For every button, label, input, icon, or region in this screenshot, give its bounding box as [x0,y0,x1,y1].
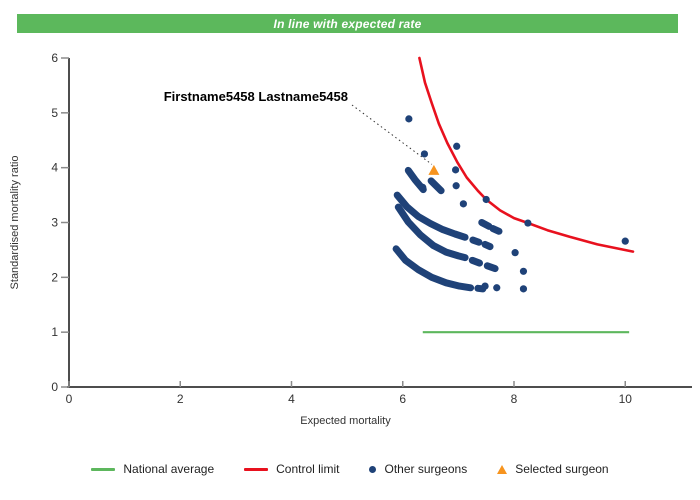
other-surgeon-point[interactable] [511,249,519,257]
y-axis-tick-label: 3 [51,216,58,230]
other-surgeons-dash[interactable] [427,177,445,195]
other-surgeons-dash[interactable] [489,225,503,235]
legend-label: Other surgeons [384,462,468,476]
other-surgeons-dash[interactable] [483,262,499,273]
y-axis-tick-label: 2 [51,270,58,284]
selected-surgeon-marker[interactable] [428,164,440,175]
other-surgeons-dash[interactable] [468,256,484,267]
y-axis-tick-label: 5 [51,106,58,120]
y-axis-tick-label: 4 [51,161,58,175]
legend-item-national-average[interactable]: National average [91,462,214,476]
other-surgeon-point[interactable] [621,237,629,245]
legend-label: Control limit [276,462,340,476]
control-limit-line-swatch [244,467,269,471]
x-axis-tick-label: 10 [619,392,633,406]
legend-item-selected-surgeon[interactable]: Selected surgeon [497,462,609,476]
other-surgeons-dot-swatch [369,465,377,473]
other-surgeons-band[interactable] [392,245,475,292]
y-axis-tick-label: 6 [51,51,58,65]
y-axis-title: Standardised mortality ratio [9,156,21,290]
x-axis-tick-label: 6 [399,392,406,406]
legend-item-other-surgeons[interactable]: Other surgeons [369,462,467,476]
other-surgeon-point[interactable] [452,182,460,190]
other-surgeon-point[interactable] [493,284,501,292]
control-limit-curve [418,56,635,253]
other-surgeon-point[interactable] [405,115,413,123]
other-surgeons-dash[interactable] [478,219,493,230]
selected-surgeon-triangle-swatch [497,464,508,474]
x-axis-title: Expected mortality [300,415,391,427]
selected-surgeon-label: Firstname5458 Lastname5458 [164,89,348,104]
other-surgeon-point[interactable] [482,195,490,204]
status-banner-text: In line with expected rate [273,16,422,31]
national-average-line-swatch [91,467,116,471]
other-surgeon-point[interactable] [419,183,427,192]
other-surgeon-point[interactable] [481,282,489,290]
other-surgeons-band[interactable] [393,191,469,241]
other-surgeon-point[interactable] [451,166,460,174]
annotation-leader-line [351,104,433,165]
other-surgeons-dash[interactable] [469,236,483,246]
chart-legend: National average Control limit Other sur… [0,456,700,482]
legend-item-control-limit[interactable]: Control limit [244,462,339,476]
y-axis-tick-label: 1 [51,325,58,339]
status-banner: In line with expected rate [17,14,678,33]
x-axis-tick-label: 8 [511,392,518,406]
other-surgeons-dash[interactable] [481,240,494,251]
other-surgeons-band[interactable] [394,203,469,262]
legend-label: Selected surgeon [515,462,609,476]
other-surgeon-point[interactable] [459,200,467,208]
x-axis-tick-label: 0 [66,392,73,406]
legend-label: National average [123,462,215,476]
other-surgeon-point[interactable] [420,150,429,158]
x-axis-tick-label: 4 [288,392,295,406]
other-surgeon-point[interactable] [519,267,528,275]
other-surgeon-point[interactable] [519,285,528,293]
other-surgeon-point[interactable] [524,219,532,227]
other-surgeons-dash[interactable] [474,284,487,293]
y-axis-tick-label: 0 [51,380,58,394]
other-surgeon-point[interactable] [453,142,461,150]
x-axis-tick-label: 2 [177,392,184,406]
